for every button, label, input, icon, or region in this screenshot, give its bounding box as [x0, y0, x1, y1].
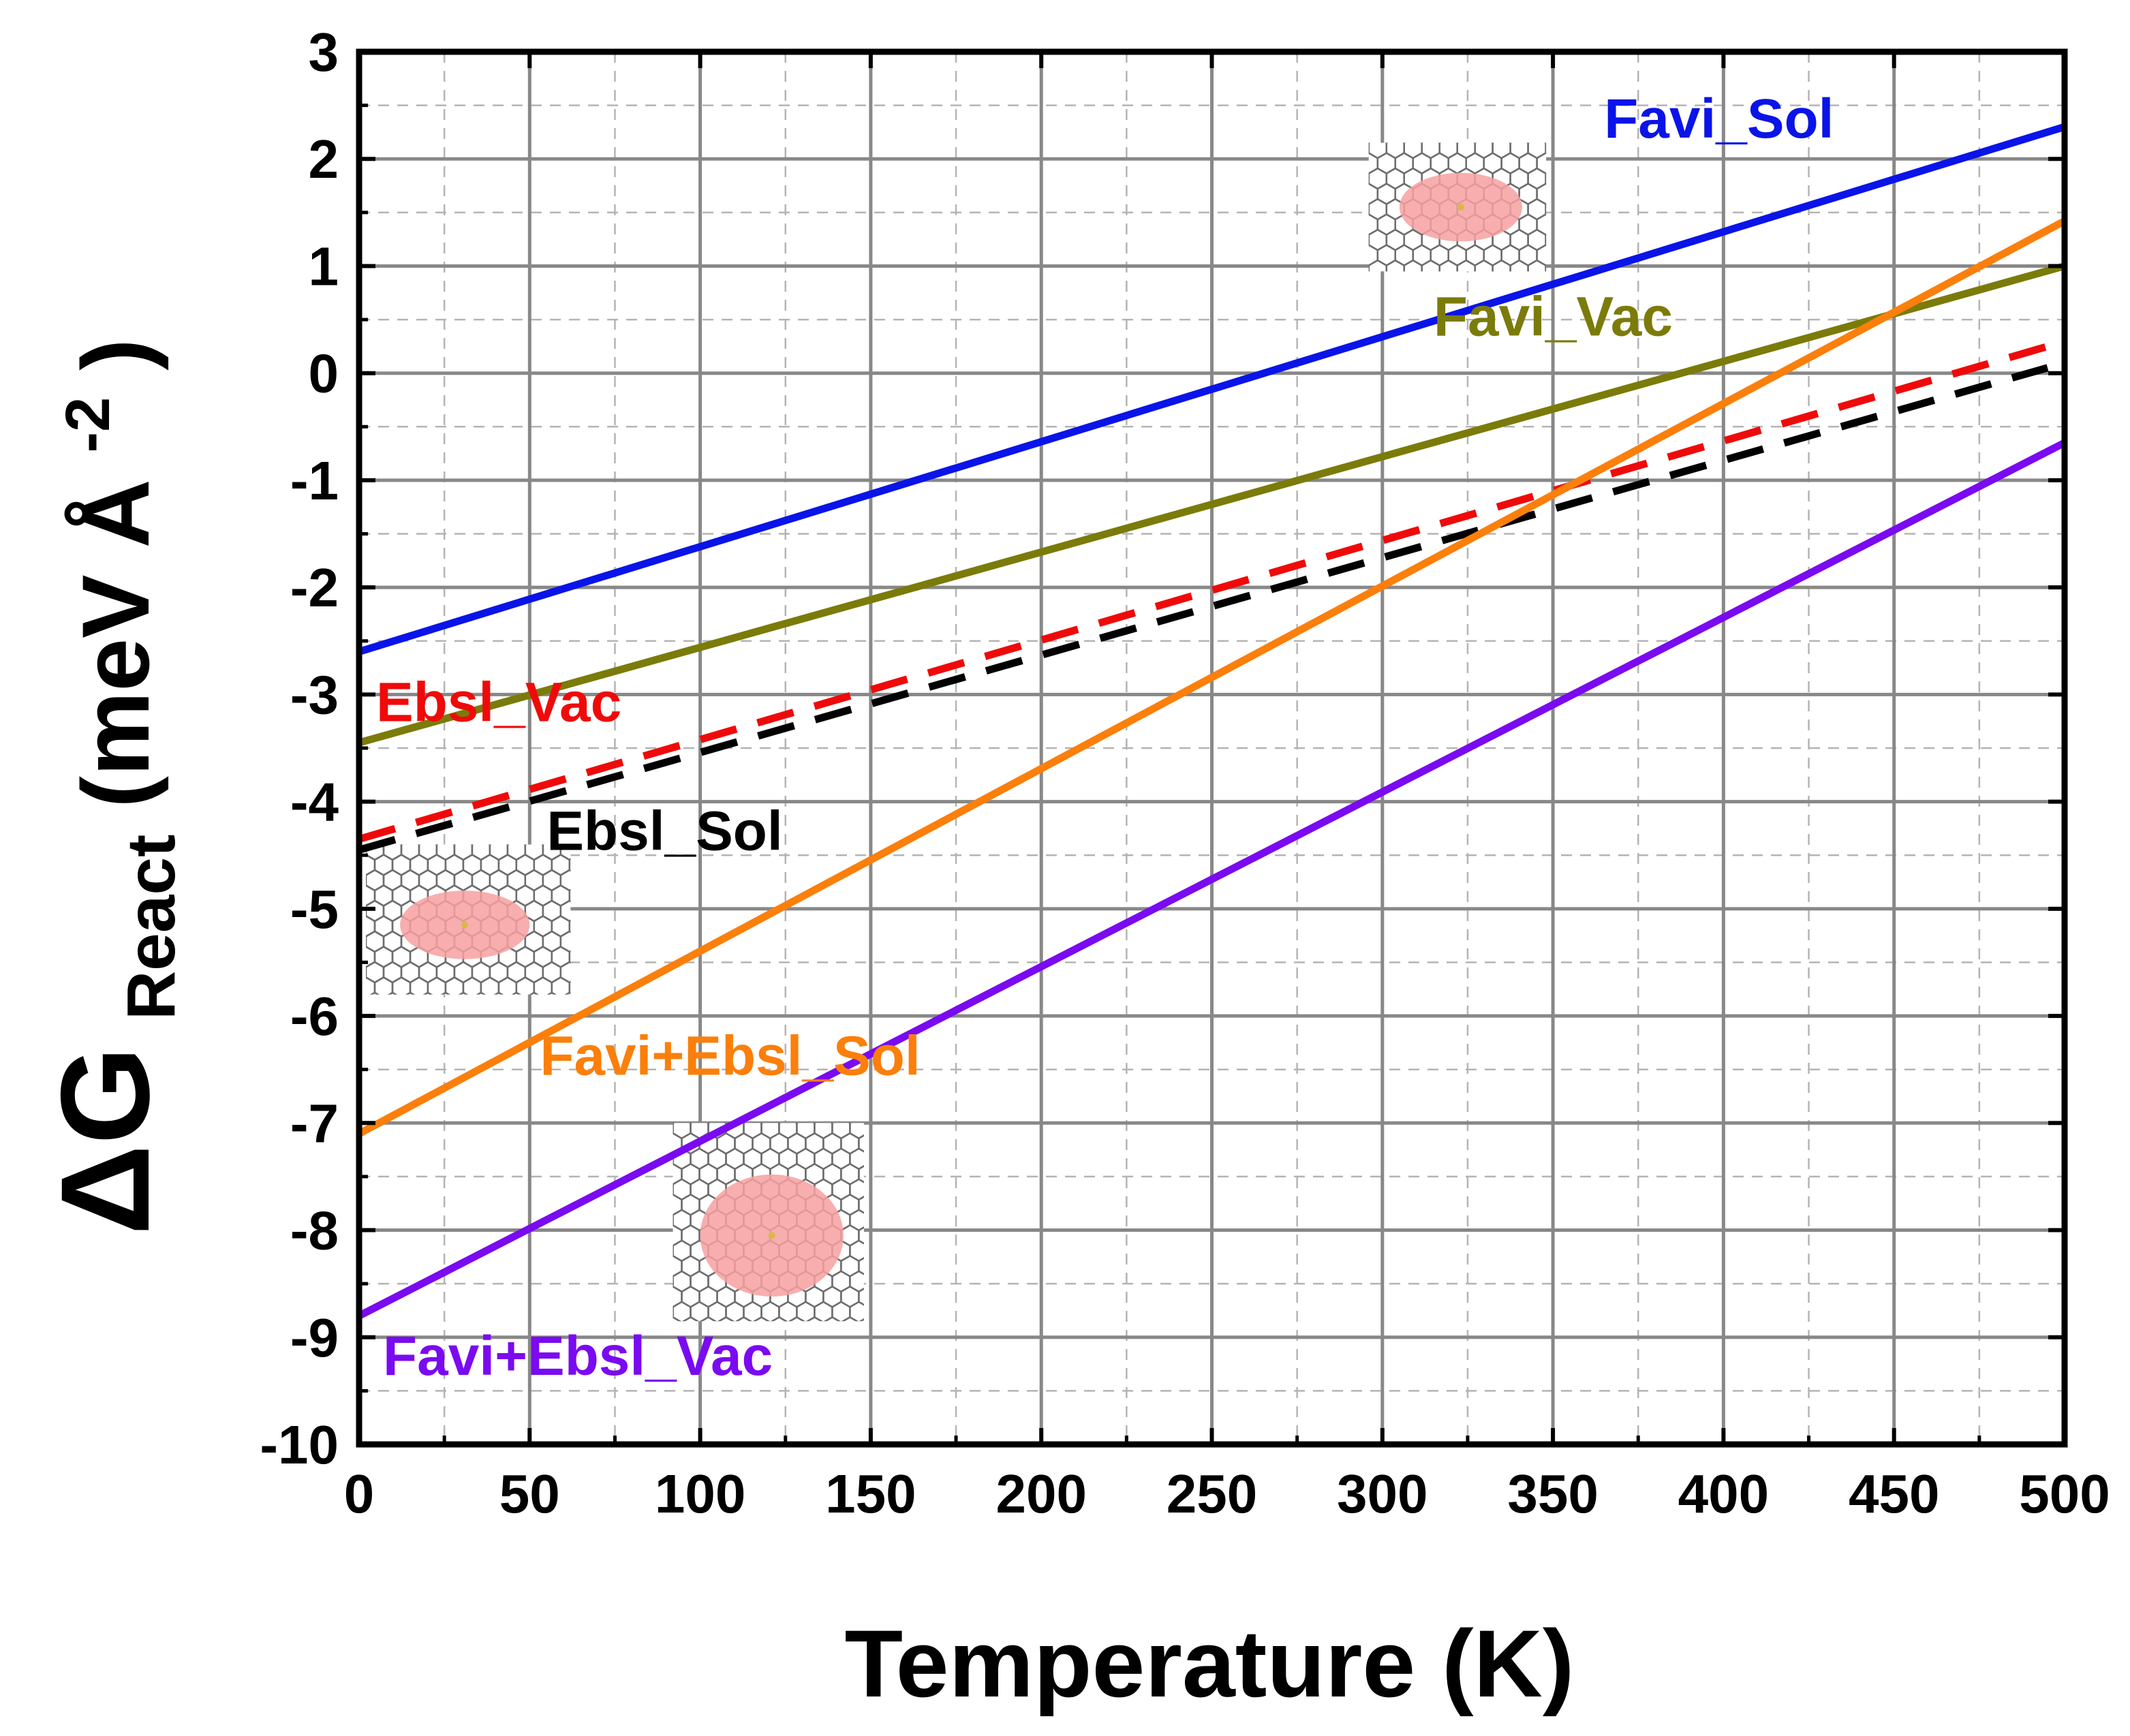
lattice-cell [1509, 259, 1529, 272]
y-tick-label: -9 [290, 1307, 339, 1368]
y-tick-label: -7 [290, 1093, 339, 1153]
lattice-cell [717, 1316, 735, 1322]
x-tick-label: 100 [655, 1463, 745, 1524]
y-axis-title: ΔG React (meV Å -2 ) [22, 339, 195, 1235]
lattice-cell [1385, 259, 1405, 272]
y-tick-label: 1 [309, 236, 339, 296]
adsorbate-atom [768, 1232, 775, 1239]
y-tick-label: -6 [290, 986, 339, 1047]
lattice-cell [788, 1316, 806, 1322]
series-line-Favi_Sol [358, 123, 2066, 655]
lattice-cell [387, 991, 398, 995]
y-tick-label: -8 [290, 1200, 339, 1261]
x-tick-label: 500 [2019, 1463, 2110, 1524]
series-label-Ebsl_Vac: Ebsl_Vac [376, 672, 621, 734]
x-tick-label: 350 [1507, 1463, 1598, 1524]
lattice-cell [546, 991, 557, 995]
y-axis-title-unit-open: (meV Å [62, 479, 169, 807]
y-axis-title-prefix: ΔG [35, 1047, 176, 1235]
lattice-cell [369, 991, 380, 995]
x-axis-title: Temperature (K) [845, 1610, 1575, 1717]
molecule-insets [366, 142, 1547, 1322]
y-tick-label: -3 [290, 664, 339, 725]
lattice-cell [476, 991, 486, 995]
lattice-cell [493, 991, 504, 995]
y-axis-title-unit-close: ) [62, 339, 169, 371]
x-tick-label: 50 [499, 1463, 560, 1524]
axis-ticks [357, 50, 2067, 1446]
lattice-cell [735, 1316, 753, 1322]
lattice-cell [529, 991, 539, 995]
molecule-inset-ebsl [366, 844, 571, 995]
x-tick-label: 150 [825, 1463, 916, 1524]
y-tick-label: -1 [290, 450, 339, 511]
lattice-cell [405, 991, 416, 995]
x-tick-label: 400 [1678, 1463, 1769, 1524]
adsorbate-atom [1457, 203, 1464, 211]
lattice-cell [511, 991, 521, 995]
y-tick-label: 0 [309, 343, 339, 404]
lattice-cell [1492, 259, 1511, 272]
x-tick-label: 0 [344, 1463, 375, 1524]
adsorbate-atom [461, 921, 469, 929]
lattice-cell [1421, 259, 1440, 272]
series-line-Favi_Vac [358, 262, 2066, 747]
lattice-cell [564, 991, 571, 995]
y-tick-label: 2 [309, 129, 339, 189]
lattice-cell [699, 1316, 717, 1322]
lattice-cell [823, 1316, 842, 1322]
lattice-cell [752, 1316, 771, 1322]
y-axis-title-subscript: React [113, 835, 189, 1020]
lattice-cell [805, 1316, 824, 1322]
molecule-inset-favi [1368, 142, 1547, 272]
y-tick-labels: 3 2 1 0 -1 -2 -3 -4 -5 -6 -7 -8 -9 -10 [260, 22, 339, 1475]
lattice-cell [770, 1316, 788, 1322]
x-tick-labels: 0 50 100 150 200 250 300 350 400 450 500 [344, 1463, 2110, 1524]
y-axis-title-superscript: -2 [53, 397, 123, 453]
y-tick-label: -2 [290, 557, 339, 618]
series-label-Favi_Vac: Favi_Vac [1434, 286, 1673, 348]
lattice-cell [841, 1316, 859, 1322]
series-label-Ebsl_Sol: Ebsl_Sol [546, 800, 782, 862]
x-tick-label: 200 [995, 1463, 1086, 1524]
lattice-cell [458, 991, 468, 995]
lattice-cell [673, 1316, 682, 1322]
series-label-Favi+Ebsl_Sol: Favi+Ebsl_Sol [540, 1025, 920, 1087]
series-line-Favi+Ebsl_Vac [357, 439, 2067, 1320]
lattice-cell [1368, 259, 1388, 272]
lattice-cell [1456, 259, 1476, 272]
lattice-cell [681, 1316, 700, 1322]
x-tick-label: 300 [1337, 1463, 1427, 1524]
series-label-Favi+Ebsl_Vac: Favi+Ebsl_Vac [383, 1325, 773, 1387]
lattice-cell [440, 991, 450, 995]
molecule-inset-favi-ebsl [673, 1123, 864, 1322]
y-tick-label: -10 [260, 1414, 339, 1475]
series-line-Favi+Ebsl_Sol [357, 217, 2067, 1137]
data-series [357, 123, 2067, 1320]
series-labels: Favi_Sol Favi_Vac Ebsl_Vac Ebsl_Sol Favi+Ebs… [376, 88, 1834, 1387]
x-tick-label: 250 [1167, 1463, 1257, 1524]
lattice-cell [1403, 259, 1423, 272]
x-tick-label: 450 [1849, 1463, 1939, 1524]
y-tick-label: -4 [290, 772, 339, 833]
lattice-cell [422, 991, 433, 995]
lattice-cell [1527, 259, 1547, 272]
y-axis-title-group: ΔG React (meV Å -2 ) [22, 339, 195, 1235]
lattice-cell [1474, 259, 1494, 272]
lattice-cell [1438, 259, 1458, 272]
series-label-Favi_Sol: Favi_Sol [1604, 88, 1834, 150]
y-tick-label: 3 [309, 22, 339, 82]
y-tick-label: -5 [290, 879, 339, 940]
